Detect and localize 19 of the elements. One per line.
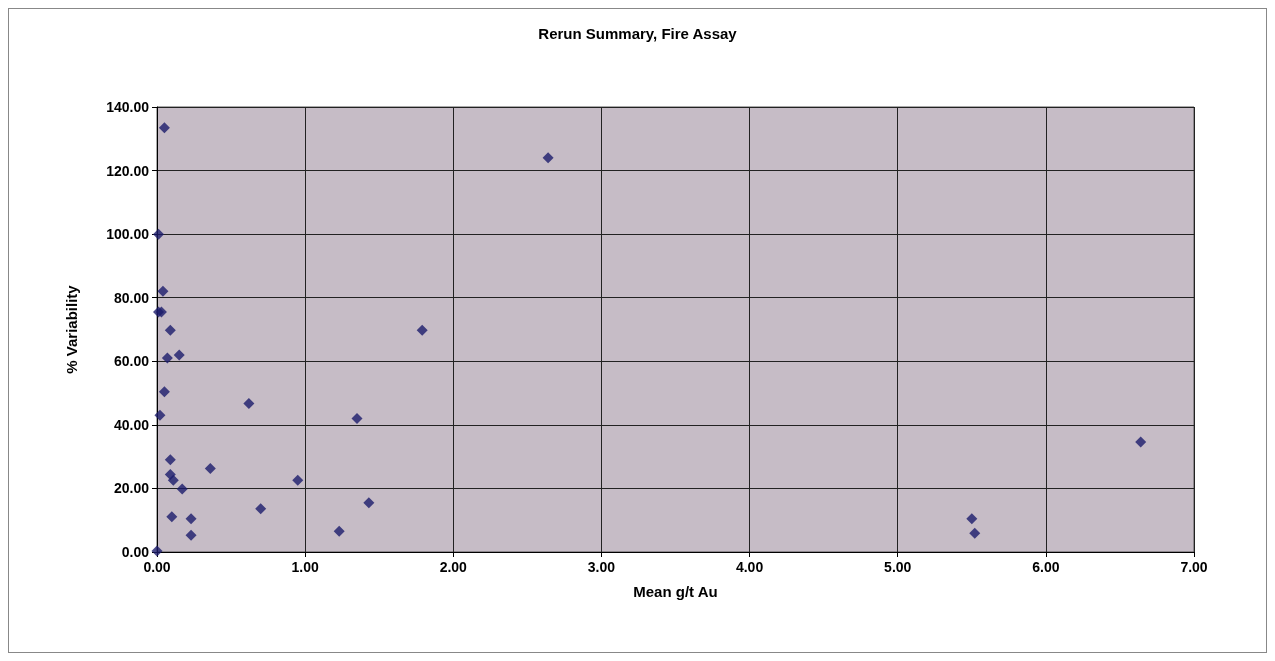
x-tick-label: 6.00 (1032, 559, 1060, 575)
y-tick-label: 40.00 (113, 416, 150, 433)
chart-title: Rerun Summary, Fire Assay (538, 25, 738, 42)
y-tick-label: 20.00 (113, 480, 150, 497)
y-tick-label: 120.00 (106, 162, 150, 179)
x-tick-label: 0.00 (143, 559, 171, 575)
y-tick-label: 0.00 (121, 544, 150, 560)
y-tick-label: 60.00 (113, 353, 150, 370)
x-axis-title: Mean g/t Au (633, 583, 718, 600)
x-tick-label: 4.00 (735, 559, 764, 575)
y-axis-title: % Variability (63, 284, 80, 374)
x-tick-label: 3.00 (587, 559, 616, 575)
x-tick-label: 2.00 (439, 559, 468, 575)
x-tick-label: 7.00 (1180, 559, 1208, 575)
y-tick-label: 80.00 (113, 289, 150, 306)
x-tick-label: 1.00 (291, 559, 319, 575)
x-tick-label: 5.00 (884, 559, 912, 575)
y-tick-label: 100.00 (106, 226, 150, 243)
y-tick-label: 140.00 (106, 99, 150, 115)
